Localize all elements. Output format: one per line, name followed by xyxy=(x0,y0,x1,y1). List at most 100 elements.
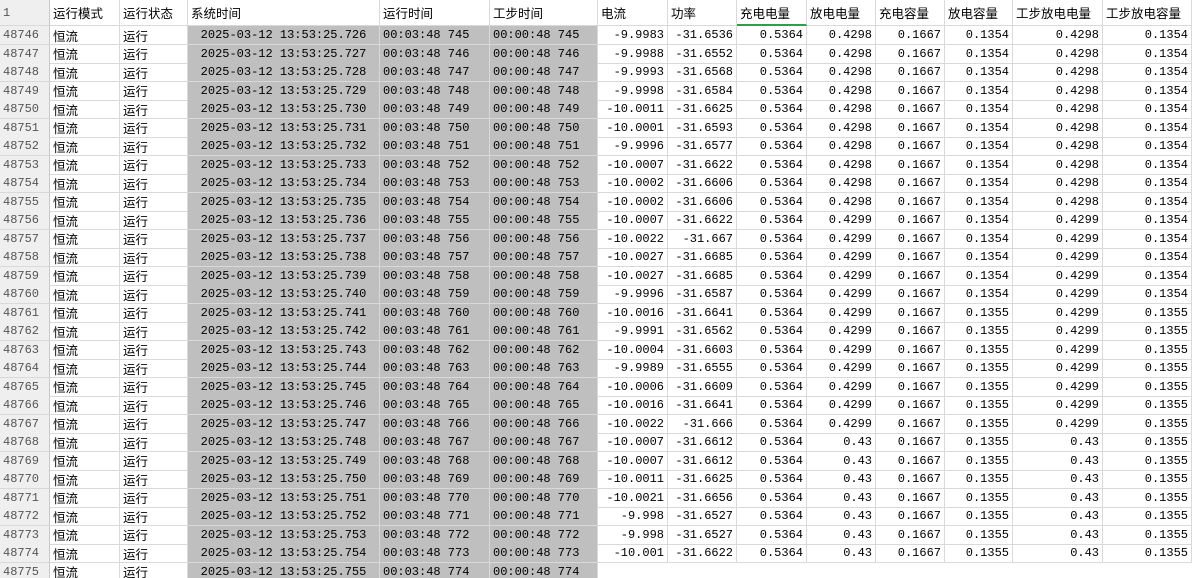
table-cell[interactable]: 2025-03-12 13:53:25.753 xyxy=(188,525,380,545)
row-number[interactable]: 48751 xyxy=(0,118,50,138)
table-cell[interactable]: 0.4298 xyxy=(807,192,876,212)
table-cell[interactable]: 0.1355 xyxy=(1103,488,1192,508)
table-cell[interactable]: -10.0027 xyxy=(598,248,668,267)
table-cell[interactable]: -10.001 xyxy=(598,544,668,563)
table-cell[interactable]: 00:00:48 757 xyxy=(490,248,598,267)
table-cell[interactable]: 0.1355 xyxy=(945,340,1013,360)
table-cell[interactable]: 运行 xyxy=(120,525,188,545)
table-cell[interactable]: 0.1667 xyxy=(876,137,945,156)
table-cell[interactable]: 00:00:48 761 xyxy=(490,322,598,341)
table-cell[interactable]: 0.1667 xyxy=(876,155,945,175)
table-cell[interactable]: 2025-03-12 13:53:25.736 xyxy=(188,211,380,230)
table-cell[interactable]: 0.5364 xyxy=(737,137,807,156)
row-number[interactable]: 48774 xyxy=(0,544,50,563)
table-cell[interactable]: -31.6625 xyxy=(668,100,737,119)
table-cell[interactable]: -31.6606 xyxy=(668,192,737,212)
table-cell[interactable]: 00:00:48 745 xyxy=(490,26,598,45)
table-cell[interactable]: 恒流 xyxy=(50,137,120,156)
table-cell[interactable]: 0.1355 xyxy=(1103,414,1192,434)
table-cell[interactable]: 00:00:48 754 xyxy=(490,192,598,212)
table-cell[interactable]: 0.5364 xyxy=(737,26,807,45)
table-cell[interactable]: -10.0022 xyxy=(598,229,668,249)
table-cell[interactable]: -31.6622 xyxy=(668,155,737,175)
row-number[interactable]: 48756 xyxy=(0,211,50,230)
table-cell[interactable]: 0.5364 xyxy=(737,470,807,489)
table-cell[interactable]: 0.1354 xyxy=(1103,100,1192,119)
table-cell[interactable]: -9.9991 xyxy=(598,322,668,341)
table-cell[interactable]: 运行 xyxy=(120,266,188,286)
column-header[interactable]: 充电电量 xyxy=(737,0,807,26)
table-cell[interactable]: 0.1667 xyxy=(876,451,945,471)
row-number[interactable]: 48766 xyxy=(0,396,50,415)
table-cell[interactable]: 00:03:48 769 xyxy=(380,470,490,489)
table-cell[interactable]: 0.1355 xyxy=(1103,470,1192,489)
table-cell[interactable]: 0.1355 xyxy=(945,396,1013,415)
table-cell[interactable]: 0.1355 xyxy=(1103,359,1192,378)
table-cell[interactable]: 0.5364 xyxy=(737,544,807,563)
table-cell[interactable]: 0.5364 xyxy=(737,414,807,434)
table-cell[interactable]: 0.1354 xyxy=(945,266,1013,286)
table-cell[interactable]: 0.1667 xyxy=(876,81,945,101)
table-cell[interactable]: 0.1355 xyxy=(945,525,1013,545)
table-cell[interactable]: 恒流 xyxy=(50,192,120,212)
table-cell[interactable]: 0.4298 xyxy=(1013,44,1103,64)
table-cell[interactable]: 0.43 xyxy=(1013,470,1103,489)
table-cell[interactable]: 00:00:48 768 xyxy=(490,451,598,471)
table-cell[interactable]: 0.4298 xyxy=(807,81,876,101)
table-cell[interactable]: -31.6685 xyxy=(668,266,737,286)
table-cell[interactable]: 0.5364 xyxy=(737,488,807,508)
table-cell[interactable]: 00:03:48 753 xyxy=(380,174,490,193)
table-cell[interactable]: 0.1355 xyxy=(1103,507,1192,526)
table-cell[interactable]: 0.4298 xyxy=(807,137,876,156)
column-header[interactable]: 放电容量 xyxy=(945,0,1013,26)
table-cell[interactable]: -31.6622 xyxy=(668,211,737,230)
table-cell[interactable]: 00:03:48 768 xyxy=(380,451,490,471)
table-cell[interactable]: 0.5364 xyxy=(737,340,807,360)
table-cell[interactable]: 00:03:48 765 xyxy=(380,396,490,415)
table-cell[interactable]: 0.1354 xyxy=(1103,211,1192,230)
table-cell[interactable]: 00:03:48 771 xyxy=(380,507,490,526)
table-cell[interactable]: 运行 xyxy=(120,26,188,45)
table-cell[interactable]: 0.1355 xyxy=(945,377,1013,397)
table-cell[interactable]: 0.1667 xyxy=(876,359,945,378)
table-cell[interactable]: 0.4299 xyxy=(1013,229,1103,249)
table-cell[interactable]: 00:03:48 751 xyxy=(380,137,490,156)
table-cell[interactable]: 0.5364 xyxy=(737,322,807,341)
row-number[interactable]: 48773 xyxy=(0,525,50,545)
table-cell[interactable]: -31.6562 xyxy=(668,322,737,341)
table-cell[interactable]: 0.1354 xyxy=(1103,248,1192,267)
table-cell[interactable]: 0.43 xyxy=(807,433,876,452)
table-cell[interactable]: 00:00:48 749 xyxy=(490,100,598,119)
table-cell[interactable]: 2025-03-12 13:53:25.749 xyxy=(188,451,380,471)
table-cell[interactable]: 00:03:48 773 xyxy=(380,544,490,563)
table-cell[interactable]: -31.6527 xyxy=(668,507,737,526)
table-cell[interactable]: 00:03:48 774 xyxy=(380,562,490,578)
table-cell[interactable]: 0.1355 xyxy=(1103,340,1192,360)
table-cell[interactable]: 2025-03-12 13:53:25.741 xyxy=(188,303,380,323)
table-cell[interactable]: 恒流 xyxy=(50,81,120,101)
table-cell[interactable]: 恒流 xyxy=(50,451,120,471)
table-cell[interactable]: 0.1667 xyxy=(876,63,945,82)
table-cell[interactable]: 恒流 xyxy=(50,118,120,138)
table-cell[interactable]: 运行 xyxy=(120,211,188,230)
table-cell[interactable]: 2025-03-12 13:53:25.755 xyxy=(188,562,380,578)
table-cell[interactable]: 00:00:48 748 xyxy=(490,81,598,101)
table-cell[interactable]: -10.0016 xyxy=(598,303,668,323)
table-cell[interactable]: 0.1667 xyxy=(876,211,945,230)
table-cell[interactable]: 2025-03-12 13:53:25.737 xyxy=(188,229,380,249)
table-cell[interactable]: 运行 xyxy=(120,322,188,341)
table-cell[interactable]: 恒流 xyxy=(50,544,120,563)
table-cell[interactable]: 0.4299 xyxy=(807,322,876,341)
table-cell[interactable]: 0.4298 xyxy=(1013,118,1103,138)
column-header[interactable]: 工步时间 xyxy=(490,0,598,26)
table-cell[interactable]: 00:03:48 762 xyxy=(380,340,490,360)
table-cell[interactable]: 0.1354 xyxy=(1103,285,1192,304)
row-number[interactable]: 48768 xyxy=(0,433,50,452)
table-cell[interactable]: -10.0001 xyxy=(598,118,668,138)
row-number[interactable]: 48762 xyxy=(0,322,50,341)
table-cell[interactable]: 0.4299 xyxy=(1013,377,1103,397)
table-cell[interactable]: 0.1667 xyxy=(876,544,945,563)
table-cell[interactable]: 运行 xyxy=(120,359,188,378)
table-cell[interactable]: 0.4298 xyxy=(1013,174,1103,193)
table-cell[interactable]: 00:03:48 763 xyxy=(380,359,490,378)
